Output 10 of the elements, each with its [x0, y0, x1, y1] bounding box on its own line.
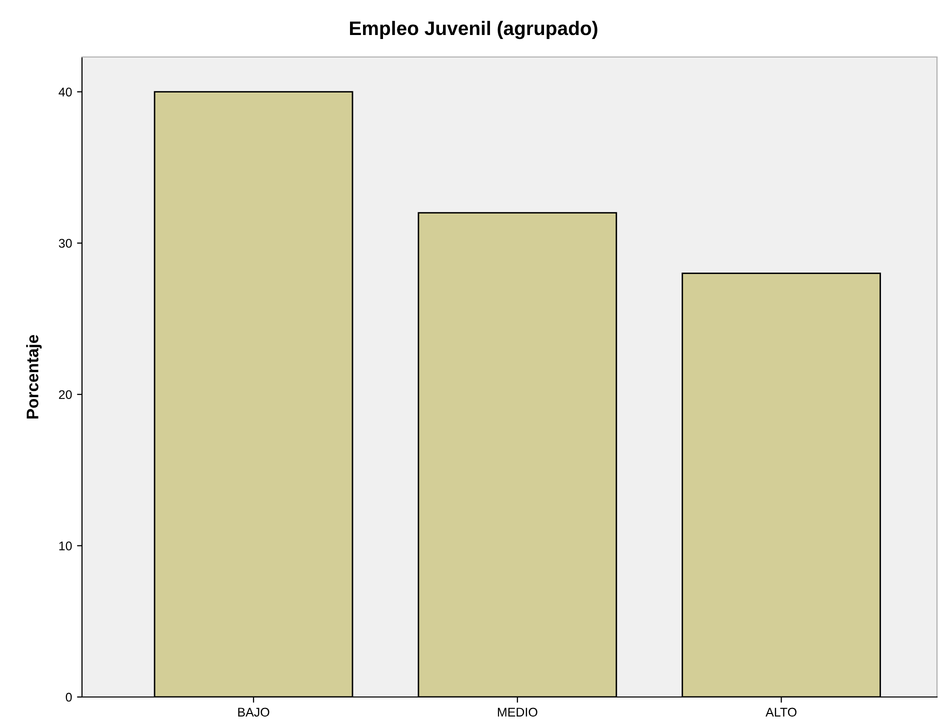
- chart-title: Empleo Juvenil (agrupado): [350, 20, 598, 40]
- x-tick-label: BAJO: [238, 708, 270, 717]
- y-tick-label: 0: [66, 692, 72, 702]
- x-tick-label: ALTO: [766, 708, 796, 717]
- y-tick-label: 20: [59, 390, 72, 400]
- x-tick-label: MEDIO: [498, 708, 538, 717]
- y-axis-title: Porcentaje: [26, 334, 42, 418]
- y-tick-label: 30: [58, 238, 72, 248]
- y-tick-label: 40: [58, 88, 72, 96]
- y-tick-label: 10: [59, 542, 72, 550]
